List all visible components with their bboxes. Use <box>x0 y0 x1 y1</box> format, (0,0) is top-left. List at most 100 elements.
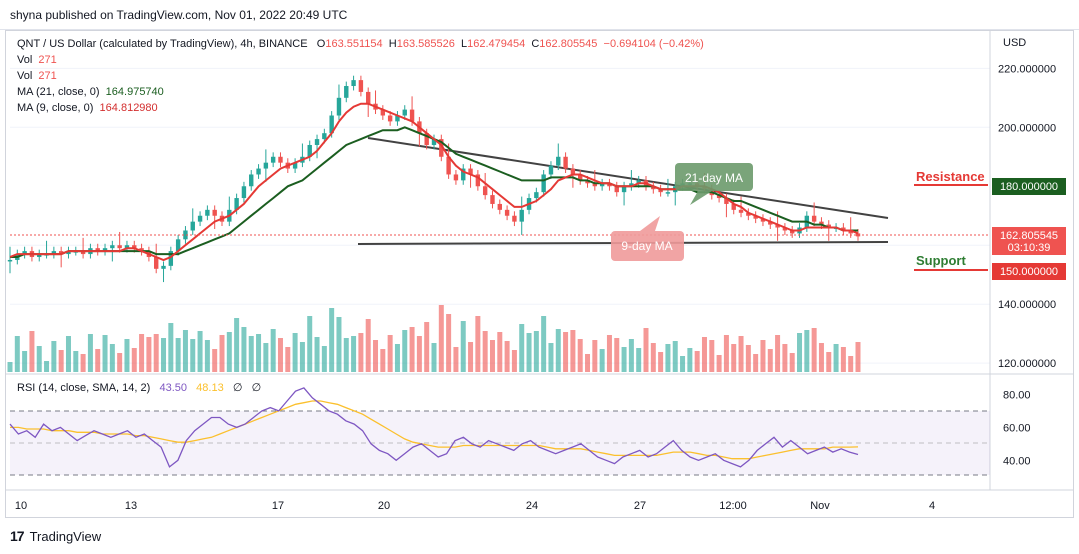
volume-bar <box>767 349 773 372</box>
candle-body <box>461 168 466 181</box>
time-tick-label: 12:00 <box>719 500 747 512</box>
candle-body <box>249 174 254 187</box>
volume-bar <box>380 349 386 372</box>
candle-body <box>556 156 561 166</box>
candle-body <box>154 257 159 269</box>
candle-body <box>768 221 773 225</box>
candle-body <box>234 198 239 210</box>
rsi-line <box>9 387 859 468</box>
tradingview-brand: TradingView <box>29 528 102 544</box>
volume-bar <box>29 331 35 372</box>
volume-bar <box>22 351 28 372</box>
candle-body <box>570 168 576 175</box>
volume-bar <box>416 336 422 372</box>
ma9-annotation-text: 9-day MA <box>621 239 672 253</box>
volume-bar <box>263 343 269 372</box>
volume-bar <box>636 348 642 372</box>
candle-body <box>563 156 568 169</box>
volume-bar <box>658 352 664 372</box>
candle-body <box>190 221 195 231</box>
candle-body <box>329 115 334 134</box>
volume-bar <box>204 340 210 372</box>
volume-bar <box>373 340 379 372</box>
volume-bar <box>818 343 824 372</box>
volume-bar <box>446 314 452 372</box>
legend-ma9-value: 164.812980 <box>99 102 158 114</box>
price-axis: USD 120.000000140.000000160.000000200.00… <box>998 37 1056 370</box>
candle-body <box>782 227 788 231</box>
legend-c-label: C <box>531 38 540 50</box>
candle-body <box>117 245 122 249</box>
volume-bar <box>387 335 393 372</box>
volume-bar <box>336 317 342 372</box>
legend-high: 163.585526 <box>396 38 455 50</box>
candle-body <box>607 183 612 187</box>
candle-body <box>760 218 766 222</box>
price-grid <box>10 67 990 364</box>
time-tick-label: 17 <box>272 500 284 512</box>
candle-body <box>490 195 495 204</box>
volume-bar <box>555 329 561 372</box>
candle-body <box>322 133 327 140</box>
candle-body <box>197 215 203 222</box>
volume-bar <box>833 344 839 372</box>
tradingview-logo[interactable]: 17 TradingView <box>10 528 101 544</box>
rsi-extra-1: ∅ <box>232 382 243 394</box>
volume-bar <box>475 316 481 372</box>
volume-bar <box>365 319 371 372</box>
rsi-tick-label: 60.00 <box>1003 422 1031 434</box>
volume-bar <box>731 344 737 372</box>
volume-bar <box>431 343 437 372</box>
time-axis: 10 13 17 20 24 27 12:00 Nov 4 <box>15 500 935 512</box>
candle-body <box>110 245 115 249</box>
candle-body <box>7 259 13 262</box>
candle-body <box>205 209 210 216</box>
volume-bar <box>570 330 576 372</box>
candle-body <box>139 248 144 252</box>
candle-body <box>446 156 451 175</box>
last-price-tag: 162.805545 03:10:39 <box>992 227 1066 255</box>
candle-body <box>66 251 71 255</box>
volume-bar <box>489 340 495 372</box>
volume-bars <box>7 305 861 372</box>
volume-bar <box>109 344 115 372</box>
candle-body <box>504 209 510 216</box>
candle-body <box>468 168 473 175</box>
chart-frame <box>5 30 1074 518</box>
legend-vol-row-2: Vol 271 <box>17 68 704 84</box>
candle-body <box>263 162 269 169</box>
volume-bar <box>526 333 532 372</box>
volume-bar <box>797 333 803 372</box>
volume-bar <box>190 339 196 372</box>
candle-body <box>811 215 817 222</box>
volume-bar <box>723 335 729 372</box>
volume-bar <box>329 308 335 372</box>
candle-body <box>51 251 57 255</box>
legend-ma9-label: MA (9, close, 0) <box>17 102 94 114</box>
volume-bar <box>14 336 20 372</box>
volume-bar <box>687 348 693 372</box>
volume-bar <box>146 337 152 372</box>
volume-bar <box>826 352 832 372</box>
rsi-extra-2: ∅ <box>251 382 262 394</box>
volume-bar <box>453 347 459 372</box>
legend-ma21-label: MA (21, close, 0) <box>17 86 100 98</box>
candle-body <box>358 80 364 92</box>
candle-body <box>380 109 386 116</box>
time-tick-label: 4 <box>929 500 935 512</box>
candle-body <box>738 209 744 213</box>
candle-body <box>519 209 524 222</box>
volume-bar <box>753 354 759 372</box>
volume-bar <box>234 318 240 372</box>
tradingview-logo-icon: 17 <box>10 528 25 544</box>
rsi-sma-value: 48.13 <box>196 382 224 394</box>
volume-bar <box>7 362 13 372</box>
price-tick-label: 120.000000 <box>998 358 1056 370</box>
volume-bar <box>80 354 86 372</box>
ma21-annotation: 21-day MA <box>675 163 753 205</box>
candle-body <box>424 133 429 145</box>
volume-bar <box>168 323 174 372</box>
volume-bar <box>680 356 686 372</box>
candle-body <box>395 115 400 122</box>
